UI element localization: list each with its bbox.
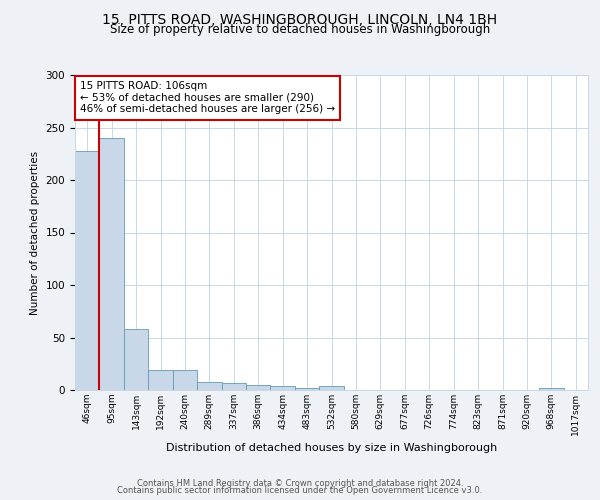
- X-axis label: Distribution of detached houses by size in Washingborough: Distribution of detached houses by size …: [166, 443, 497, 453]
- Text: Contains HM Land Registry data © Crown copyright and database right 2024.: Contains HM Land Registry data © Crown c…: [137, 478, 463, 488]
- Bar: [75, 150, 100, 390]
- Text: Contains public sector information licensed under the Open Government Licence v3: Contains public sector information licen…: [118, 486, 482, 495]
- Bar: [100, 138, 124, 390]
- Text: 15 PITTS ROAD: 106sqm
← 53% of detached houses are smaller (290)
46% of semi-det: 15 PITTS ROAD: 106sqm ← 53% of detached …: [80, 82, 335, 114]
- Bar: [246, 385, 271, 390]
- Bar: [271, 386, 295, 390]
- Bar: [173, 370, 197, 390]
- Text: Size of property relative to detached houses in Washingborough: Size of property relative to detached ho…: [110, 22, 490, 36]
- Bar: [221, 382, 246, 390]
- Bar: [148, 370, 173, 390]
- Bar: [295, 388, 319, 390]
- Bar: [197, 382, 221, 390]
- Bar: [319, 386, 344, 390]
- Bar: [124, 329, 148, 390]
- Bar: [539, 388, 563, 390]
- Y-axis label: Number of detached properties: Number of detached properties: [30, 150, 40, 314]
- Text: 15, PITTS ROAD, WASHINGBOROUGH, LINCOLN, LN4 1BH: 15, PITTS ROAD, WASHINGBOROUGH, LINCOLN,…: [103, 12, 497, 26]
